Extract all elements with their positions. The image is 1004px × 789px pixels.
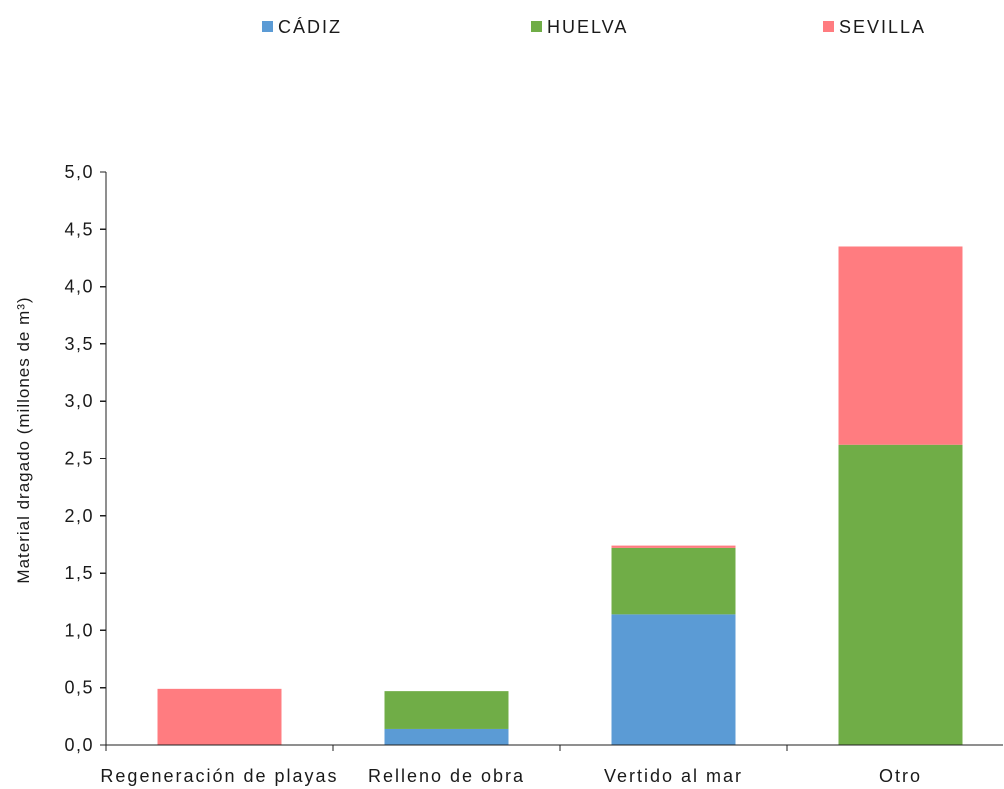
legend: CÁDIZ HUELVA SEVILLA: [262, 17, 926, 37]
bars: [157, 246, 963, 745]
bar-sevilla-regeneracion-de-playas: [157, 688, 282, 745]
y-tick-label: 0,5: [64, 678, 94, 698]
legend-swatch-huelva: [531, 21, 542, 32]
y-tick-label: 1,0: [64, 620, 94, 640]
legend-item-huelva: HUELVA: [531, 17, 628, 37]
y-tick-label: 3,0: [64, 391, 94, 411]
x-category-label: Otro: [879, 766, 922, 786]
y-tick-label: 2,0: [64, 506, 94, 526]
legend-item-cadiz: CÁDIZ: [262, 17, 342, 37]
bar-huelva-relleno-de-obra: [384, 691, 509, 729]
legend-swatch-cadiz: [262, 21, 273, 32]
legend-item-sevilla: SEVILLA: [823, 17, 926, 37]
x-category-label: Relleno de obra: [368, 766, 525, 786]
bar-sevilla-otro: [838, 246, 963, 445]
legend-label-cadiz: CÁDIZ: [278, 17, 342, 37]
y-tick-label: 1,5: [64, 563, 94, 583]
x-category-label: Regeneración de playas: [100, 766, 338, 786]
plot-area: 0,0 0,5 1,0 1,5 2,0 2,5 3,0 3,5 4,0 4,5 5,0 Regener…: [64, 162, 1003, 786]
y-tick-label: 4,5: [64, 219, 94, 239]
y-tick-label: 5,0: [64, 162, 94, 182]
y-tick-label: 3,5: [64, 334, 94, 354]
x-axis: Regeneración de playas Relleno de obra Ver…: [100, 744, 1003, 786]
x-category-label: Vertido al mar: [604, 766, 743, 786]
bar-huelva-otro: [838, 444, 963, 745]
y-axis: 0,0 0,5 1,0 1,5 2,0 2,5 3,0 3,5 4,0 4,5 5,0: [64, 162, 107, 755]
legend-label-huelva: HUELVA: [547, 17, 628, 37]
bar-cadiz-relleno-de-obra: [384, 728, 509, 745]
y-tick-label: 0,0: [64, 735, 94, 755]
y-axis-title: Material dragado (millones de m³): [14, 296, 33, 583]
legend-swatch-sevilla: [823, 21, 834, 32]
bar-sevilla-vertido-al-mar: [611, 545, 736, 548]
y-tick-label: 4,0: [64, 277, 94, 297]
bar-huelva-vertido-al-mar: [611, 547, 736, 615]
y-tick-label: 2,5: [64, 449, 94, 469]
bar-cadiz-vertido-al-mar: [611, 614, 736, 745]
legend-label-sevilla: SEVILLA: [839, 17, 926, 37]
